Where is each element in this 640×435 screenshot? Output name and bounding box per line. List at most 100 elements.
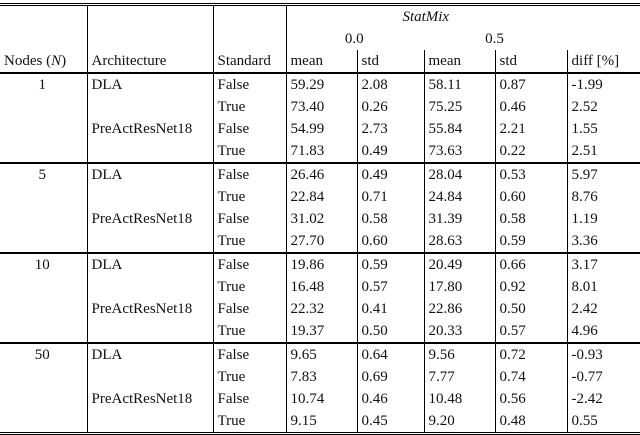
cell-nodes bbox=[0, 186, 87, 208]
cell-std-0.0: 0.46 bbox=[356, 388, 424, 410]
cell-architecture: DLA bbox=[86, 162, 213, 186]
cell-standard: False bbox=[212, 208, 286, 230]
header-architecture: Architecture bbox=[86, 50, 213, 74]
header-nodes-text: ) bbox=[61, 53, 67, 69]
cell-mean-0.0: 31.02 bbox=[285, 208, 357, 230]
cell-standard: True bbox=[212, 410, 286, 434]
header-row-group: StatMix bbox=[0, 4, 640, 29]
cell-mean-0.0: 9.15 bbox=[285, 410, 357, 434]
cell-std-0.0: 0.49 bbox=[356, 162, 424, 186]
cell-mean-0.5: 58.11 bbox=[423, 73, 495, 96]
cell-diff: 2.42 bbox=[566, 298, 640, 320]
cell-mean-0.0: 73.40 bbox=[285, 96, 357, 118]
cell-diff: -0.77 bbox=[566, 366, 640, 388]
header-spacer bbox=[0, 5, 87, 29]
cell-architecture: PreActResNet18 bbox=[86, 208, 213, 230]
header-nodes-text: Nodes ( bbox=[4, 53, 52, 69]
cell-mean-0.0: 71.83 bbox=[285, 140, 357, 163]
header-group-title: StatMix bbox=[285, 4, 568, 28]
cell-std-0.5: 2.21 bbox=[494, 118, 568, 140]
cell-diff: 1.55 bbox=[566, 118, 640, 140]
cell-architecture bbox=[86, 276, 213, 298]
cell-diff: 8.01 bbox=[566, 276, 640, 298]
cell-architecture: DLA bbox=[86, 342, 213, 366]
cell-architecture bbox=[86, 366, 213, 388]
cell-std-0.0: 0.50 bbox=[356, 320, 424, 343]
cell-std-0.5: 0.46 bbox=[494, 96, 568, 118]
cell-std-0.5: 0.48 bbox=[494, 410, 568, 434]
header-spacer bbox=[567, 5, 640, 29]
cell-diff: -0.93 bbox=[566, 342, 640, 366]
cell-diff: 4.96 bbox=[566, 320, 640, 343]
header-row-columns: Nodes (N) Architecture Standard mean std… bbox=[0, 50, 640, 74]
cell-std-0.5: 0.22 bbox=[494, 140, 568, 163]
cell-architecture: PreActResNet18 bbox=[86, 118, 213, 140]
cell-standard: True bbox=[212, 140, 286, 163]
header-spacer bbox=[212, 28, 286, 50]
cell-architecture bbox=[86, 140, 213, 163]
cell-std-0.5: 0.87 bbox=[494, 73, 568, 96]
cell-mean-0.0: 19.86 bbox=[285, 252, 357, 276]
table-row: PreActResNet18 False 22.32 0.41 22.86 0.… bbox=[0, 298, 640, 320]
cell-std-0.0: 0.59 bbox=[356, 252, 424, 276]
table-row: True 71.83 0.49 73.63 0.22 2.51 bbox=[0, 140, 640, 163]
cell-mean-0.0: 54.99 bbox=[285, 118, 357, 140]
header-row-subgroups: 0.0 0.5 bbox=[0, 28, 640, 50]
cell-std-0.0: 0.60 bbox=[356, 230, 424, 253]
cell-diff: 2.52 bbox=[566, 96, 640, 118]
cell-mean-0.0: 22.84 bbox=[285, 186, 357, 208]
cell-diff: 0.55 bbox=[566, 410, 640, 434]
cell-standard: False bbox=[212, 298, 286, 320]
table-row: True 27.70 0.60 28.63 0.59 3.36 bbox=[0, 230, 640, 253]
table-row: True 9.15 0.45 9.20 0.48 0.55 bbox=[0, 410, 640, 434]
table-row: PreActResNet18 False 31.02 0.58 31.39 0.… bbox=[0, 208, 640, 230]
cell-std-0.0: 0.57 bbox=[356, 276, 424, 298]
cell-mean-0.5: 55.84 bbox=[423, 118, 495, 140]
cell-nodes bbox=[0, 298, 87, 320]
cell-std-0.0: 0.69 bbox=[356, 366, 424, 388]
cell-architecture: DLA bbox=[86, 73, 213, 96]
cell-std-0.0: 0.26 bbox=[356, 96, 424, 118]
cell-mean-0.5: 9.20 bbox=[423, 410, 495, 434]
cell-architecture bbox=[86, 230, 213, 253]
header-diff: diff [%] bbox=[566, 50, 640, 74]
cell-std-0.5: 0.53 bbox=[494, 162, 568, 186]
cell-standard: False bbox=[212, 162, 286, 186]
cell-std-0.5: 0.66 bbox=[494, 252, 568, 276]
table-row: True 73.40 0.26 75.25 0.46 2.52 bbox=[0, 96, 640, 118]
cell-diff: 1.19 bbox=[566, 208, 640, 230]
header-spacer bbox=[86, 28, 213, 50]
cell-mean-0.0: 7.83 bbox=[285, 366, 357, 388]
cell-nodes: 1 bbox=[38, 76, 47, 93]
cell-mean-0.0: 10.74 bbox=[285, 388, 357, 410]
cell-std-0.5: 0.58 bbox=[494, 208, 568, 230]
results-table: StatMix 0.0 0.5 Nodes (N) Architecture S… bbox=[0, 3, 640, 435]
header-std-0.5: std bbox=[494, 50, 568, 74]
cell-nodes: 10 bbox=[0, 252, 87, 276]
cell-std-0.5: 0.74 bbox=[494, 366, 568, 388]
cell-nodes bbox=[0, 140, 87, 163]
table-row: 50 DLA False 9.65 0.64 9.56 0.72 -0.93 bbox=[0, 342, 640, 366]
cell-mean-0.5: 24.84 bbox=[423, 186, 495, 208]
cell-architecture bbox=[86, 410, 213, 434]
cell-nodes bbox=[0, 118, 87, 140]
cell-mean-0.0: 9.65 bbox=[285, 342, 357, 366]
cell-diff: -2.42 bbox=[566, 388, 640, 410]
cell-std-0.5: 0.60 bbox=[494, 186, 568, 208]
header-standard: Standard bbox=[212, 50, 286, 74]
cell-architecture bbox=[86, 186, 213, 208]
cell-std-0.0: 0.49 bbox=[356, 140, 424, 163]
cell-mean-0.5: 20.49 bbox=[423, 252, 495, 276]
cell-mean-0.0: 59.29 bbox=[285, 73, 357, 96]
header-subgroup-0.5: 0.5 bbox=[485, 31, 504, 47]
table-row: True 19.37 0.50 20.33 0.57 4.96 bbox=[0, 320, 640, 343]
cell-mean-0.5: 10.48 bbox=[423, 388, 495, 410]
header-spacer bbox=[567, 28, 640, 50]
cell-diff: 3.17 bbox=[566, 252, 640, 276]
table-row: True 16.48 0.57 17.80 0.92 8.01 bbox=[0, 276, 640, 298]
table-row: True 22.84 0.71 24.84 0.60 8.76 bbox=[0, 186, 640, 208]
cell-standard: True bbox=[212, 96, 286, 118]
cell-nodes bbox=[0, 96, 87, 118]
cell-std-0.0: 2.73 bbox=[356, 118, 424, 140]
cell-std-0.0: 0.71 bbox=[356, 186, 424, 208]
